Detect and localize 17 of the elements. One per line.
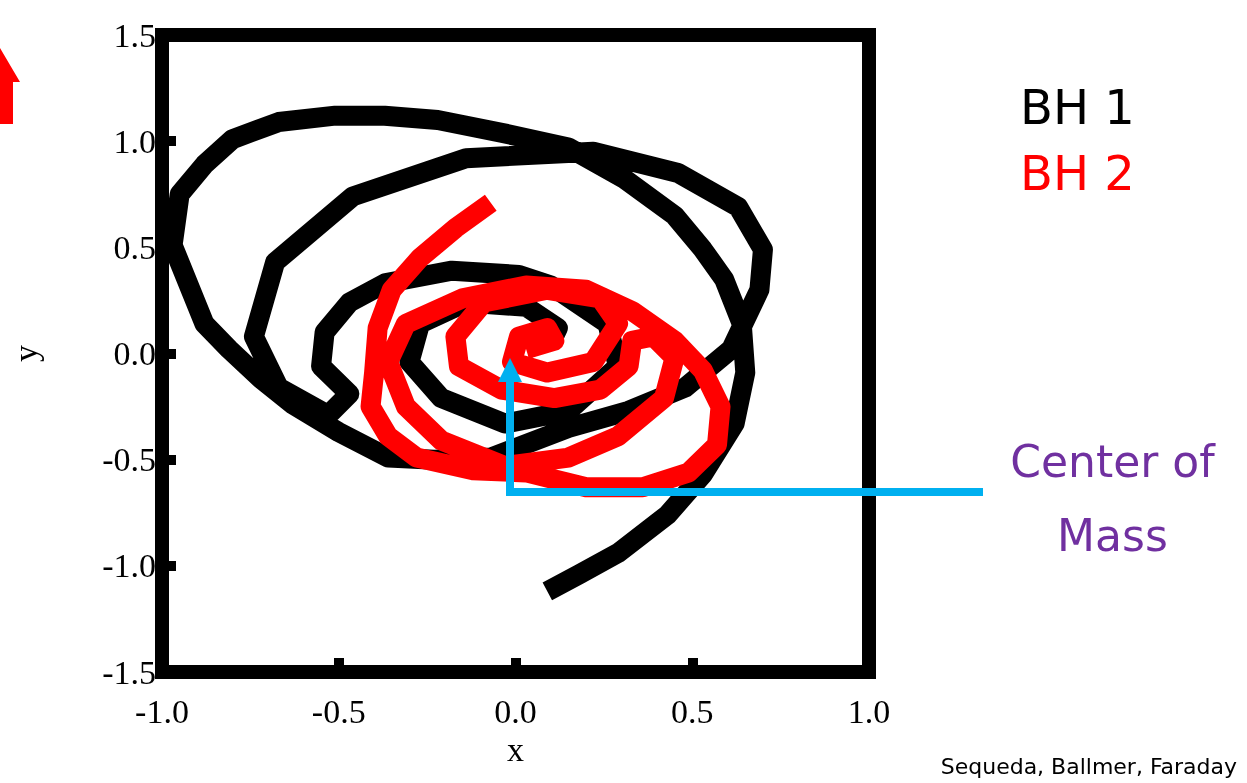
x-tick-label: 0.5 [671, 692, 714, 730]
y-tick-label: -1.0 [102, 547, 156, 585]
x-tick-label: -0.5 [311, 692, 366, 730]
y-tick-label: 1.0 [113, 122, 156, 160]
y-tick-label: 1.5 [113, 16, 156, 54]
text: BH 1 [1020, 79, 1135, 135]
y-tick-label: 0.5 [113, 228, 156, 266]
x-axis-title: x [507, 731, 524, 769]
y-tick-label: -0.5 [102, 441, 156, 479]
text: BH 2 [1020, 145, 1135, 201]
text: Sequeda, Ballmer, Faraday [940, 754, 1237, 779]
y-axis-title: y [6, 345, 44, 362]
x-tick-label: 0.0 [494, 692, 537, 730]
x-tick-label: 1.0 [847, 692, 891, 730]
text: Center of Mass [1009, 435, 1217, 563]
y-tick-label: -1.5 [102, 653, 156, 691]
y-tick-label: 0.0 [113, 335, 156, 372]
